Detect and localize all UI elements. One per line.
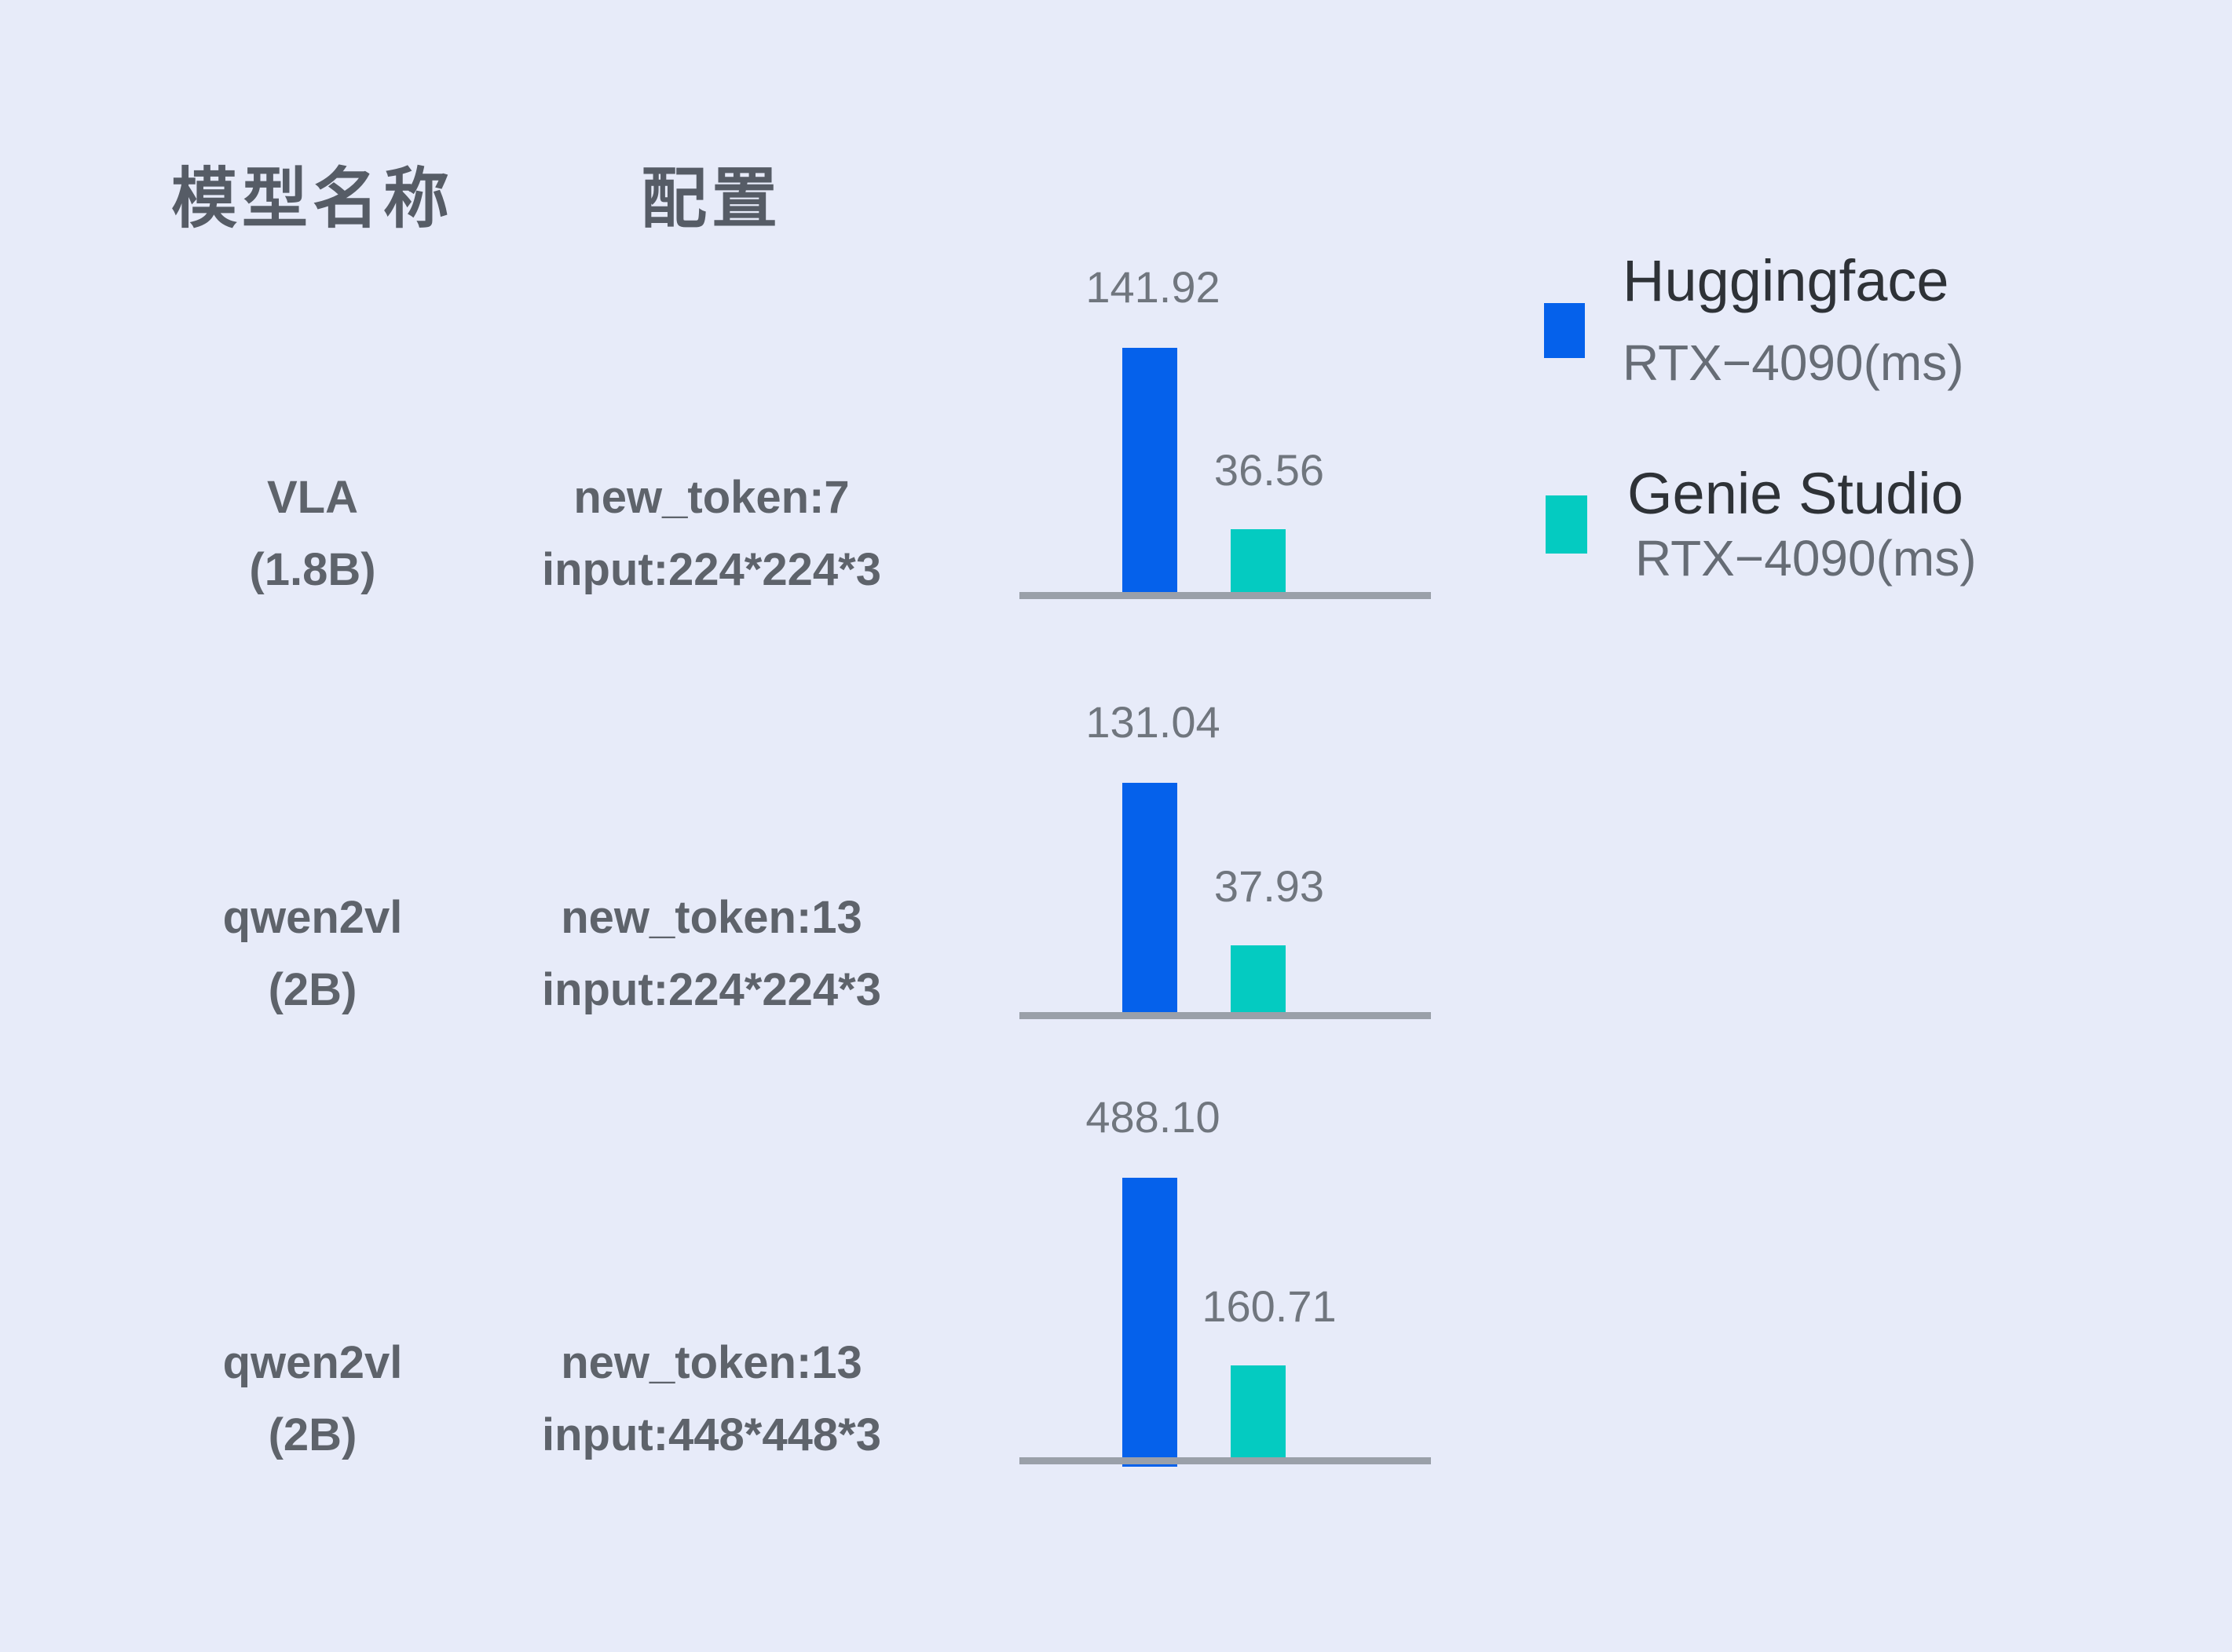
huggingface-bar — [1122, 1178, 1177, 1467]
huggingface-legend-swatch — [1544, 303, 1585, 358]
huggingface-bar — [1122, 783, 1177, 1012]
x-axis-line — [1019, 592, 1431, 599]
config-new-token-line: new_token:13 — [561, 892, 862, 943]
huggingface-value-label: 488.10 — [1085, 1092, 1220, 1142]
genie-studio-bar — [1231, 529, 1286, 592]
x-axis-line — [1019, 1457, 1431, 1464]
huggingface-value-label: 131.04 — [1085, 697, 1220, 747]
genie-studio-value-label: 36.56 — [1213, 445, 1325, 495]
model-size-line: (2B) — [268, 964, 357, 1015]
config-label: new_token:7 input:224*224*3 — [460, 462, 963, 606]
config-label: new_token:13 input:448*448*3 — [460, 1327, 963, 1471]
genie-studio-legend-swatch — [1546, 495, 1587, 554]
model-name-label: qwen2vl (2B) — [61, 882, 564, 1026]
config-new-token-line: new_token:13 — [561, 1337, 862, 1388]
model-name-label: VLA (1.8B) — [61, 462, 564, 606]
x-axis-line — [1019, 1012, 1431, 1019]
model-name-label: qwen2vl (2B) — [61, 1327, 564, 1471]
model-size-line: (1.8B) — [249, 544, 376, 595]
config-input-line: input:448*448*3 — [542, 1409, 881, 1460]
column-header-model-name: 模型名称 — [170, 162, 455, 236]
genie-studio-bar — [1231, 945, 1286, 1012]
config-input-line: input:224*224*3 — [542, 964, 881, 1015]
huggingface-value-label: 141.92 — [1085, 262, 1220, 312]
config-new-token-line: new_token:7 — [573, 472, 850, 523]
huggingface-legend-label: Huggingface — [1623, 248, 1949, 313]
column-header-config: 配置 — [640, 162, 783, 236]
model-size-line: (2B) — [268, 1409, 357, 1460]
genie-studio-value-label: 160.71 — [1202, 1281, 1337, 1331]
model-name-line: qwen2vl — [222, 892, 403, 943]
genie-studio-bar — [1231, 1365, 1286, 1457]
model-name-line: qwen2vl — [222, 1337, 403, 1388]
genie-studio-value-label: 37.93 — [1213, 861, 1325, 911]
config-label: new_token:13 input:224*224*3 — [460, 882, 963, 1026]
huggingface-bar — [1122, 348, 1177, 592]
huggingface-legend-device: RTX−4090(ms) — [1623, 334, 1964, 391]
genie-studio-legend-label: Genie Studio — [1627, 461, 1963, 526]
config-input-line: input:224*224*3 — [542, 544, 881, 595]
genie-studio-legend-device: RTX−4090(ms) — [1635, 530, 1977, 587]
model-name-line: VLA — [267, 472, 358, 523]
